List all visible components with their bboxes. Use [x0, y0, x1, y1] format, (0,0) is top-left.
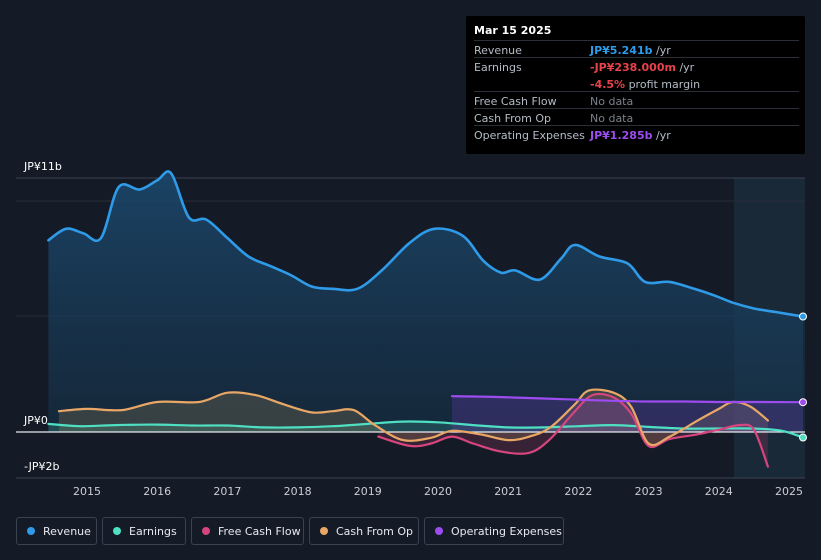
free-cash-flow-line — [377, 392, 769, 468]
earnings-line — [47, 420, 805, 439]
revenue-end-marker — [799, 312, 807, 321]
cfo-dot-icon — [320, 527, 328, 535]
y-label-bottom: -JP¥2b — [24, 460, 60, 473]
tooltip: Mar 15 2025 Revenue JP¥5.241b /yr Earnin… — [466, 16, 805, 154]
x-tick-label: 2015 — [73, 485, 101, 498]
revenue-line — [47, 170, 805, 318]
operating-expenses-area — [452, 396, 803, 432]
operating-expenses-line — [450, 395, 805, 404]
cash-from-op-line — [57, 388, 769, 447]
tooltip-value: JP¥1.285b /yr — [590, 129, 671, 142]
x-tick-label: 2017 — [213, 485, 241, 498]
x-tick-label: 2019 — [354, 485, 382, 498]
earnings-end-marker — [799, 433, 807, 442]
tooltip-value: No data — [590, 112, 634, 125]
legend-revenue[interactable]: Revenue — [16, 517, 97, 545]
legend-label: Revenue — [43, 524, 91, 538]
tooltip-date: Mar 15 2025 — [474, 24, 552, 37]
legend-earnings[interactable]: Earnings — [102, 517, 186, 545]
tooltip-label: Free Cash Flow — [474, 95, 557, 108]
tooltip-value: -JP¥238.000m /yr — [590, 61, 695, 74]
tooltip-row-opex: Operating Expenses JP¥1.285b /yr — [474, 125, 799, 143]
legend-label: Earnings — [129, 524, 177, 538]
tooltip-row-fcf: Free Cash Flow No data — [474, 91, 799, 109]
x-tick-label: 2016 — [143, 485, 171, 498]
legend-label: Operating Expenses — [451, 524, 562, 538]
y-label-top: JP¥11b — [24, 160, 62, 173]
legend-label: Cash From Op — [336, 524, 414, 538]
earnings-dot-icon — [113, 527, 121, 535]
y-label-zero: JP¥0 — [24, 414, 48, 427]
opex-dot-icon — [435, 527, 443, 535]
tooltip-value: JP¥5.241b /yr — [590, 44, 671, 57]
tooltip-label: Earnings — [474, 61, 522, 74]
legend-free-cash-flow[interactable]: Free Cash Flow — [191, 517, 304, 545]
x-tick-label: 2021 — [494, 485, 522, 498]
tooltip-margin: -4.5% profit margin — [590, 78, 701, 91]
revenue-dot-icon — [27, 527, 35, 535]
tooltip-row-earnings: Earnings -JP¥238.000m /yr -4.5% profit m… — [474, 57, 799, 92]
tooltip-label: Cash From Op — [474, 112, 552, 125]
legend-label: Free Cash Flow — [218, 524, 301, 538]
operating-expenses-end-marker — [799, 398, 807, 407]
x-tick-label: 2022 — [564, 485, 592, 498]
free-cash-flow-area — [378, 393, 768, 467]
tooltip-row-cfo: Cash From Op No data — [474, 108, 799, 126]
x-tick-label: 2023 — [635, 485, 663, 498]
cash-from-op-area — [58, 389, 768, 446]
legend-operating-expenses[interactable]: Operating Expenses — [424, 517, 564, 545]
x-tick-label: 2025 — [775, 485, 803, 498]
fcf-dot-icon — [202, 527, 210, 535]
legend-cash-from-op[interactable]: Cash From Op — [309, 517, 419, 545]
x-tick-label: 2024 — [705, 485, 733, 498]
revenue-area — [48, 171, 803, 432]
tooltip-label: Operating Expenses — [474, 129, 585, 142]
x-tick-label: 2020 — [424, 485, 452, 498]
tooltip-value: No data — [590, 95, 634, 108]
x-tick-label: 2018 — [284, 485, 312, 498]
tooltip-label: Revenue — [474, 44, 522, 57]
tooltip-row-revenue: Revenue JP¥5.241b /yr — [474, 40, 799, 58]
